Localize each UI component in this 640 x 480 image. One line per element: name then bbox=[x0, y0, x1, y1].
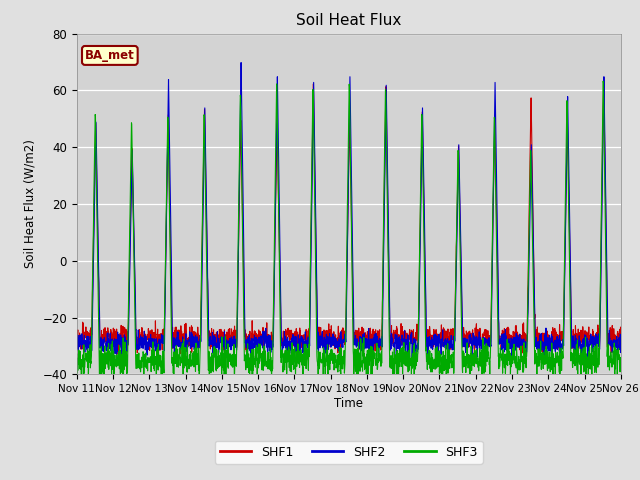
SHF3 bbox=[584, 354, 592, 360]
SHF1 bbox=[365, 332, 372, 338]
Line: SHF2: SHF2 bbox=[77, 62, 621, 359]
SHF3 bbox=[120, 384, 127, 389]
SHF2 bbox=[468, 356, 476, 361]
SHF1 bbox=[115, 351, 122, 357]
SHF1 bbox=[584, 332, 592, 338]
SHF2 bbox=[508, 335, 515, 341]
SHF1 bbox=[73, 330, 81, 336]
SHF1 bbox=[617, 344, 625, 350]
SHF3 bbox=[617, 361, 625, 367]
SHF2 bbox=[570, 343, 577, 348]
SHF3 bbox=[73, 357, 81, 362]
SHF1 bbox=[225, 338, 232, 344]
SHF1 bbox=[376, 337, 384, 343]
SHF2 bbox=[365, 325, 372, 331]
SHF3 bbox=[569, 357, 577, 363]
SHF2 bbox=[73, 339, 81, 345]
SHF3 bbox=[599, 78, 607, 84]
Legend: SHF1, SHF2, SHF3: SHF1, SHF2, SHF3 bbox=[214, 441, 483, 464]
SHF3 bbox=[225, 350, 232, 356]
SHF3 bbox=[376, 352, 384, 358]
SHF3 bbox=[507, 364, 515, 370]
X-axis label: Time: Time bbox=[334, 397, 364, 410]
Line: SHF1: SHF1 bbox=[77, 78, 621, 354]
SHF2 bbox=[617, 343, 625, 348]
Title: Soil Heat Flux: Soil Heat Flux bbox=[296, 13, 401, 28]
Text: BA_met: BA_met bbox=[85, 49, 134, 62]
SHF3 bbox=[365, 359, 372, 365]
SHF2 bbox=[584, 345, 592, 351]
Line: SHF3: SHF3 bbox=[77, 81, 621, 386]
SHF1 bbox=[507, 344, 515, 350]
SHF1 bbox=[600, 75, 607, 81]
SHF1 bbox=[569, 342, 577, 348]
SHF2 bbox=[237, 60, 245, 65]
Y-axis label: Soil Heat Flux (W/m2): Soil Heat Flux (W/m2) bbox=[24, 140, 36, 268]
SHF2 bbox=[225, 338, 232, 344]
SHF2 bbox=[376, 339, 384, 345]
